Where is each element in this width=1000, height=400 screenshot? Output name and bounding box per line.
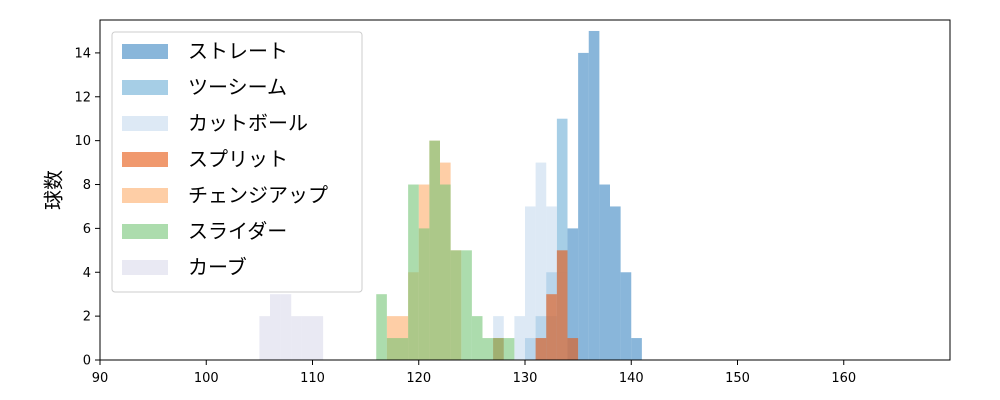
bar-series-0	[620, 272, 632, 360]
bar-series-3	[546, 294, 557, 360]
bar-series-2	[546, 206, 557, 360]
bar-series-6	[259, 316, 270, 360]
bar-series-2	[514, 316, 525, 360]
y-axis: 0 2 4 6 8 10 12 14	[74, 46, 100, 369]
legend-label: カーブ	[188, 255, 247, 279]
x-tick-label: 90	[92, 371, 109, 386]
x-tick-label: 100	[194, 371, 219, 386]
bar-series-6	[312, 316, 324, 360]
bar-series-5	[461, 250, 472, 360]
bar-series-5	[386, 338, 398, 360]
x-axis: 90 100 110 120 130 140 150 160	[92, 360, 856, 386]
bars-layer	[259, 30, 642, 360]
bar-series-5	[429, 140, 440, 360]
y-tick-label: 0	[83, 354, 91, 369]
legend-label: ストレート	[188, 39, 288, 63]
bar-series-1	[556, 118, 568, 360]
bar-series-2	[535, 162, 547, 360]
bar-series-3	[567, 338, 579, 360]
legend-frame	[111, 31, 363, 293]
bar-series-5	[493, 338, 504, 360]
y-axis-label: 球数	[42, 170, 66, 210]
x-tick-label: 120	[406, 371, 431, 386]
y-tick-label: 6	[83, 222, 91, 237]
bar-series-3	[556, 250, 568, 360]
y-tick-label: 8	[83, 178, 91, 193]
bar-series-5	[397, 338, 409, 360]
legend-swatch	[122, 152, 168, 167]
y-tick-label: 10	[74, 134, 91, 149]
legend-label: スライダー	[188, 219, 287, 243]
legend-swatch	[122, 116, 168, 131]
x-tick-label: 130	[513, 371, 538, 386]
y-tick-label: 12	[74, 90, 91, 105]
bar-series-5	[471, 316, 483, 360]
x-tick-label: 140	[619, 371, 644, 386]
bar-series-5	[408, 184, 419, 360]
bar-series-0	[578, 52, 589, 360]
bar-series-6	[301, 316, 313, 360]
bar-series-6	[270, 294, 281, 360]
legend-label: スプリット	[188, 147, 288, 171]
bar-series-6	[291, 316, 302, 360]
legend-label: チェンジアップ	[188, 183, 328, 207]
bar-series-0	[631, 338, 642, 360]
bar-series-0	[599, 184, 610, 360]
legend-swatch	[122, 224, 168, 239]
legend-swatch	[122, 188, 168, 203]
bar-series-5	[376, 294, 387, 360]
bar-series-5	[418, 228, 430, 360]
legend-label: カットボール	[188, 111, 308, 135]
bar-series-6	[280, 294, 292, 360]
bar-series-0	[588, 30, 600, 360]
bar-series-5	[440, 184, 451, 360]
bar-series-5	[482, 338, 494, 360]
legend-swatch	[122, 80, 168, 95]
legend-swatch	[122, 44, 168, 59]
y-tick-label: 2	[83, 310, 91, 325]
x-tick-label: 110	[300, 371, 325, 386]
legend-label: ツーシーム	[188, 75, 287, 99]
bar-series-2	[525, 206, 536, 360]
y-tick-label: 4	[83, 266, 91, 281]
x-tick-label: 160	[831, 371, 856, 386]
bar-series-0	[567, 228, 579, 360]
legend-swatch	[122, 260, 168, 275]
bar-series-5	[503, 338, 515, 360]
x-tick-label: 150	[725, 371, 750, 386]
bar-series-3	[535, 338, 547, 360]
y-tick-label: 14	[74, 46, 91, 61]
bar-series-0	[610, 206, 621, 360]
bar-series-5	[450, 250, 462, 360]
